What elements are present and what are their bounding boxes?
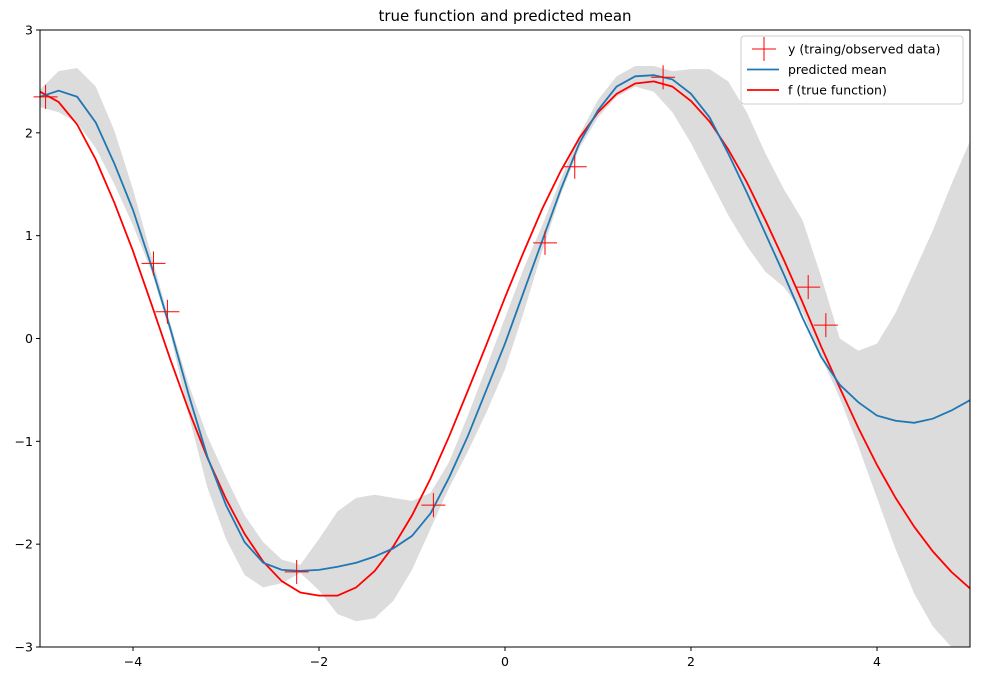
legend-label: f (true function) [788, 83, 887, 98]
true-function-layer [39, 80, 971, 597]
confidence-band [40, 66, 970, 647]
observed-point [421, 493, 446, 518]
y-tick-label: 3 [25, 23, 33, 38]
true-function-line [39, 80, 971, 597]
legend: y (traing/observed data) predicted mean f … [740, 35, 964, 105]
observed-point [33, 84, 58, 109]
confidence-band-layer [40, 66, 970, 647]
x-axis: −4 −2 0 2 4 [124, 647, 881, 669]
x-tick-label: −4 [124, 654, 142, 669]
x-tick-label: 2 [687, 654, 695, 669]
legend-box [740, 35, 964, 105]
observed-point [155, 299, 180, 324]
observed-point [141, 251, 166, 276]
x-tick-label: −2 [310, 654, 328, 669]
observed-point [796, 275, 821, 300]
predicted-mean-layer [39, 74, 971, 572]
legend-mean-entry: predicted mean [747, 62, 887, 77]
observed-point [813, 313, 838, 338]
observed-point [532, 230, 557, 255]
y-tick-label: −3 [15, 640, 33, 655]
y-tick-label: −2 [15, 537, 33, 552]
observed-point [651, 65, 676, 90]
legend-label: y (traing/observed data) [788, 42, 940, 57]
x-tick-label: 0 [501, 654, 509, 669]
y-tick-label: 1 [25, 228, 33, 243]
observed-point [284, 559, 309, 584]
legend-true-entry: f (true function) [747, 83, 887, 98]
observed-point [562, 154, 587, 179]
legend-label: predicted mean [788, 62, 887, 77]
y-tick-label: 2 [25, 125, 33, 140]
y-tick-label: 0 [25, 331, 33, 346]
x-tick-label: 4 [873, 654, 881, 669]
y-axis: −3 −2 −1 0 1 2 3 [15, 23, 40, 655]
predicted-mean-line [39, 74, 971, 572]
legend-observed-entry: y (traing/observed data) [752, 37, 940, 61]
y-tick-label: −1 [15, 434, 33, 449]
chart-title: true function and predicted mean [378, 7, 631, 25]
observed-data-layer [33, 65, 838, 584]
